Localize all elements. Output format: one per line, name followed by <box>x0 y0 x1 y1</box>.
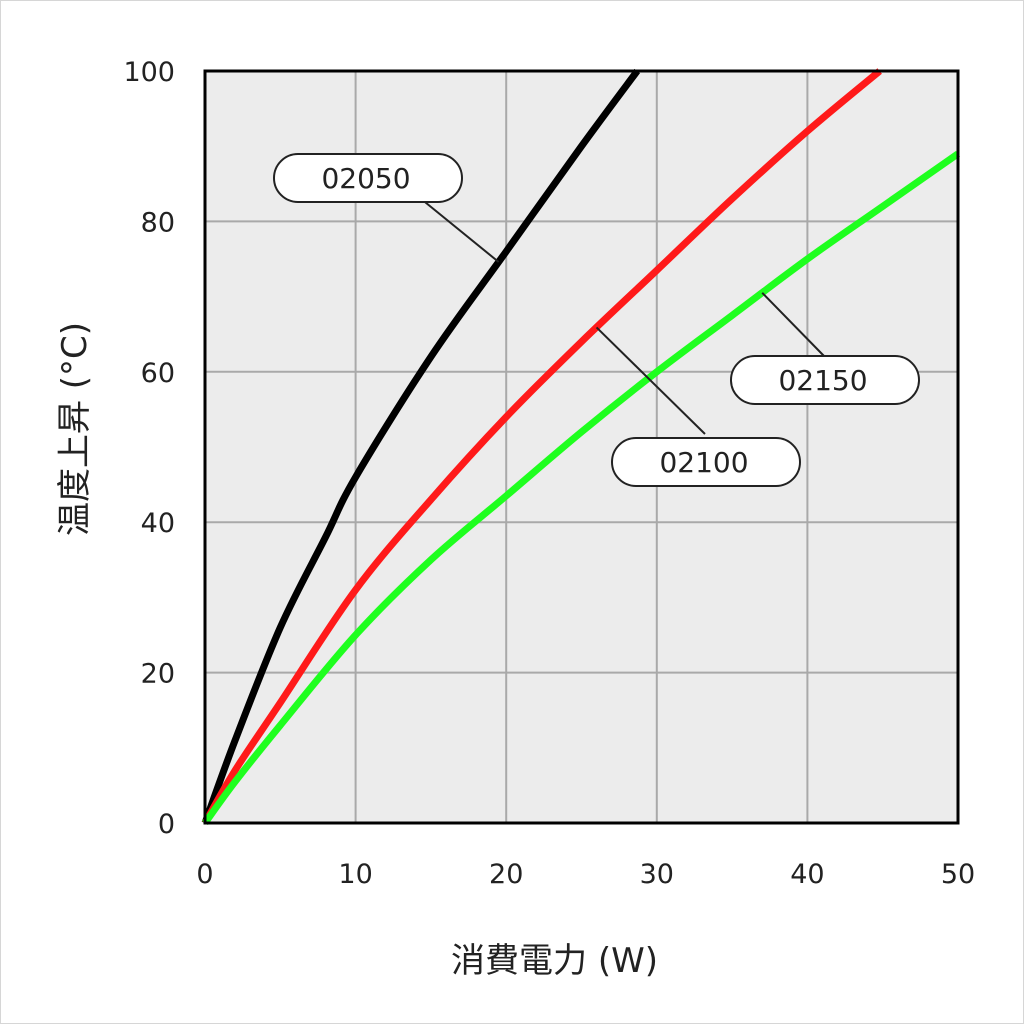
series-lines <box>201 68 961 826</box>
x-tick-label: 40 <box>790 859 824 890</box>
x-axis-title: 消費電力 (W) <box>451 941 658 981</box>
callout-leader <box>419 197 500 263</box>
callout-leader <box>595 326 706 435</box>
x-tick-label: 20 <box>489 859 523 890</box>
callout-leader <box>761 292 825 357</box>
y-tick-label: 0 <box>158 809 175 840</box>
callout-02050: 02050 <box>273 153 500 263</box>
x-tick-label: 50 <box>941 859 975 890</box>
callout-02150: 02150 <box>730 292 920 405</box>
callout-label: 02050 <box>321 162 410 195</box>
y-tick-label: 80 <box>141 207 175 238</box>
y-tick-label: 40 <box>141 508 175 539</box>
series-line-02100 <box>201 68 882 825</box>
callout-label: 02100 <box>659 446 748 479</box>
callout-box <box>730 355 920 405</box>
y-axis-title: 温度上昇 (°C) <box>55 322 95 536</box>
callout-label: 02150 <box>778 364 867 397</box>
callout-box <box>273 153 463 203</box>
plot-border <box>203 69 960 825</box>
series-callouts: 02050 02100 02150 <box>273 153 920 487</box>
callout-box <box>611 437 801 487</box>
y-tick-label: 60 <box>141 358 175 389</box>
series-line-02150 <box>202 150 961 826</box>
x-tick-label: 10 <box>338 859 372 890</box>
series-line-02050 <box>201 68 641 825</box>
y-tick-labels: 0 20 40 60 80 100 <box>123 57 175 840</box>
x-tick-label: 0 <box>196 859 213 890</box>
y-tick-label: 100 <box>123 57 175 88</box>
x-tick-labels: 0 10 20 30 40 50 <box>196 859 975 890</box>
callout-02100: 02100 <box>595 326 801 487</box>
x-tick-label: 30 <box>640 859 674 890</box>
y-tick-label: 20 <box>141 659 175 690</box>
